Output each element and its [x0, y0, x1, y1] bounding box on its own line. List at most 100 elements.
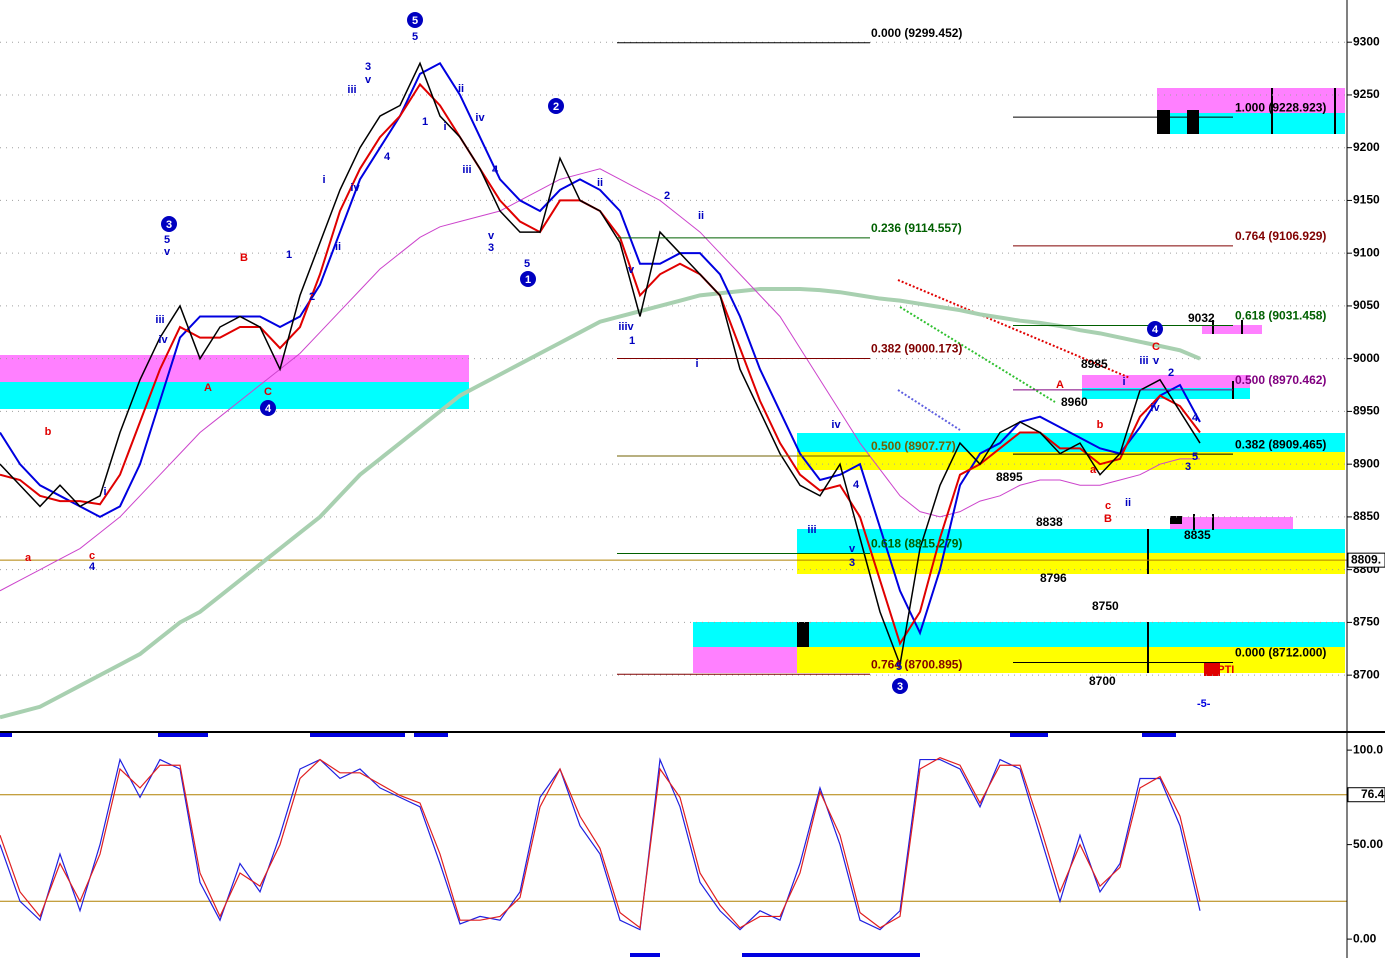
wave-label: b	[1097, 419, 1104, 431]
price-label: 8796	[1040, 571, 1067, 585]
y-tick-label: 0.00	[1353, 931, 1377, 945]
circled-label: 3	[166, 219, 172, 231]
y-tick-label: 8900	[1353, 456, 1380, 470]
wave-label: iv	[158, 334, 168, 346]
wave-label: ii	[597, 177, 603, 189]
y-tick-label: 9100	[1353, 245, 1380, 259]
wave-label: C	[1152, 341, 1160, 353]
price-label: 8895	[996, 470, 1023, 484]
wave-label: 5	[164, 234, 170, 246]
note: -5-	[1197, 698, 1211, 710]
fib-label: 0.382 (8909.465)	[1235, 437, 1326, 451]
series-line	[0, 287, 1201, 720]
level-label: 76.4	[1361, 787, 1385, 801]
wave-label: 5	[524, 258, 530, 270]
wave-label: 5	[1192, 451, 1198, 463]
wave-label: c	[1105, 500, 1111, 512]
circled-label: 2	[553, 101, 559, 113]
zone	[0, 382, 469, 409]
circled-label: 3	[897, 681, 903, 693]
fib-label: 0.618 (8815.279)	[871, 537, 962, 551]
price-label: 8700	[1089, 674, 1116, 688]
wave-label: A	[204, 382, 212, 394]
y-tick-label: 9250	[1353, 87, 1380, 101]
zone	[797, 647, 1345, 673]
wave-label: iii	[807, 524, 816, 536]
wave-label: iv	[1150, 402, 1160, 414]
series-line	[0, 61, 1201, 668]
trend-line	[897, 389, 961, 431]
wave-label: i	[695, 358, 698, 370]
wave-label: v	[628, 264, 635, 276]
fib-label: 0.764 (9106.929)	[1235, 229, 1326, 243]
price-label: 8985	[1081, 357, 1108, 371]
wave-circle	[407, 12, 423, 28]
circled-label: 4	[265, 403, 272, 415]
wave-label: iii	[462, 164, 471, 176]
wave-label: 4	[853, 479, 860, 491]
block	[1157, 110, 1170, 134]
zone	[797, 553, 1345, 574]
fib-label: 0.500 (8970.462)	[1235, 373, 1326, 387]
price-label: 9032	[1188, 311, 1215, 325]
wave-label: i	[103, 486, 106, 498]
zone	[693, 622, 1345, 647]
wave-label: 2	[309, 291, 315, 303]
zone	[797, 433, 1345, 452]
wave-label: 1	[422, 116, 428, 128]
zone	[1170, 517, 1293, 529]
y-tick-label: 50.00	[1353, 837, 1383, 851]
fib-label: 0.500 (8907.77)	[871, 439, 956, 453]
fib-label: 0.382 (9000.173)	[871, 342, 962, 356]
trend-line	[897, 279, 1131, 379]
wave-label: A	[1056, 379, 1064, 391]
y-tick-label: 100.0	[1353, 742, 1383, 756]
wave-label: iiiv	[618, 321, 634, 333]
y-tick-label: 8700	[1353, 667, 1380, 681]
strip	[310, 733, 405, 737]
y-tick-label: 9300	[1353, 34, 1380, 48]
wave-label: ii	[1125, 497, 1131, 509]
fib-label: 0.000 (9299.452)	[871, 26, 962, 40]
wave-label: 5	[896, 661, 902, 673]
wave-label: v	[849, 543, 856, 555]
zones	[0, 88, 1345, 676]
series-line	[0, 61, 1201, 636]
series-line	[0, 168, 1200, 592]
wave-label: a	[25, 552, 32, 564]
wave-label: 1	[629, 335, 635, 347]
zone	[1202, 325, 1262, 334]
wave-label: B	[1104, 513, 1112, 525]
plot: 8700875088008850890089509000905091009150…	[0, 12, 1385, 945]
wave-label: B	[240, 252, 248, 264]
circled-label: 4	[1152, 324, 1159, 336]
block	[1187, 110, 1199, 134]
wave-label: c	[89, 550, 95, 562]
wave-label: iv	[350, 182, 360, 194]
wave-circle	[161, 216, 177, 232]
wave-label: 4	[1192, 412, 1199, 424]
strip	[414, 733, 448, 737]
wave-label: i	[443, 121, 446, 133]
fib-label: 0.764 (8700.895)	[871, 657, 962, 671]
wave-label: v	[365, 74, 372, 86]
y-tick-label: 8850	[1353, 509, 1380, 523]
y-tick-label: 8750	[1353, 615, 1380, 629]
price-label: 8750	[1092, 599, 1119, 613]
price-label: 8960	[1061, 395, 1088, 409]
wave-label: ii	[458, 83, 464, 95]
wave-label: 4	[89, 561, 96, 573]
zone	[1157, 113, 1345, 134]
wave-label: 1	[286, 249, 292, 261]
fib-label: 0.000 (8712.000)	[1235, 646, 1326, 660]
note-box	[1204, 662, 1220, 676]
fib-label: 0.236 (9114.557)	[871, 221, 962, 235]
wave-label: i	[322, 174, 325, 186]
level-box	[1347, 787, 1385, 803]
wave-circle	[260, 400, 276, 416]
zone	[797, 452, 1345, 470]
fib-label: 0.618 (9031.458)	[1235, 309, 1326, 323]
block	[1170, 516, 1182, 524]
wave-label: b	[45, 426, 52, 438]
